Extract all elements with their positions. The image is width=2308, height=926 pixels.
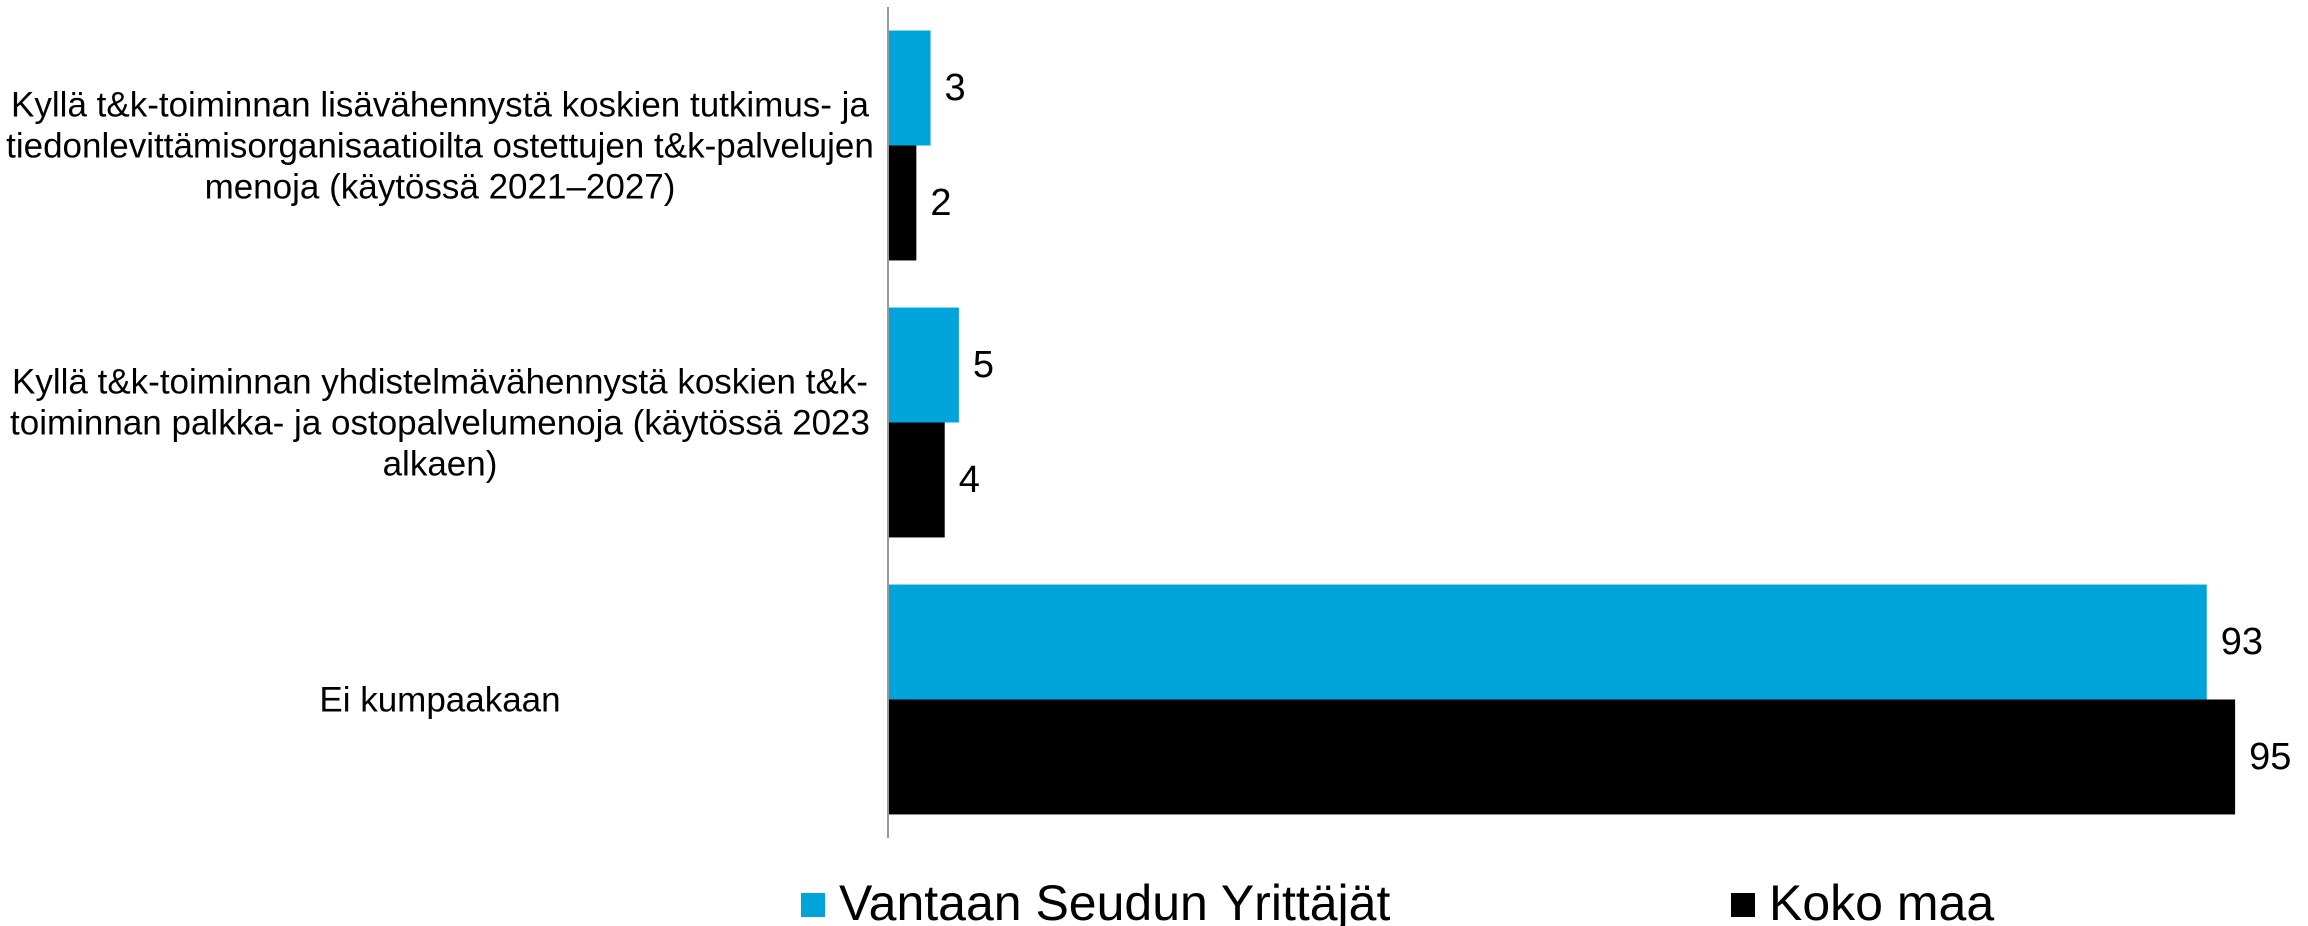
value-label: 5: [973, 344, 994, 386]
bar: [888, 422, 945, 538]
bar: [888, 307, 959, 423]
category-label: Ei kumpaakaan: [319, 680, 561, 719]
category-label: Kyllä t&k-toiminnan yhdistelmävähennystä…: [10, 362, 870, 483]
legend-swatch: [801, 893, 825, 917]
value-label: 3: [945, 67, 966, 109]
value-label: 95: [2249, 736, 2291, 778]
legend-label: Koko maa: [1769, 875, 1994, 926]
bar: [888, 699, 2236, 815]
bar: [888, 584, 2207, 700]
legend-swatch: [1731, 893, 1755, 917]
value-label: 2: [930, 182, 951, 224]
value-label: 93: [2221, 621, 2263, 663]
category-label: Kyllä t&k-toiminnan lisävähennystä koski…: [6, 85, 874, 206]
bar: [888, 30, 931, 146]
value-label: 4: [959, 459, 980, 501]
bar: [888, 145, 917, 261]
legend-label: Vantaan Seudun Yrittäjät: [839, 875, 1390, 926]
